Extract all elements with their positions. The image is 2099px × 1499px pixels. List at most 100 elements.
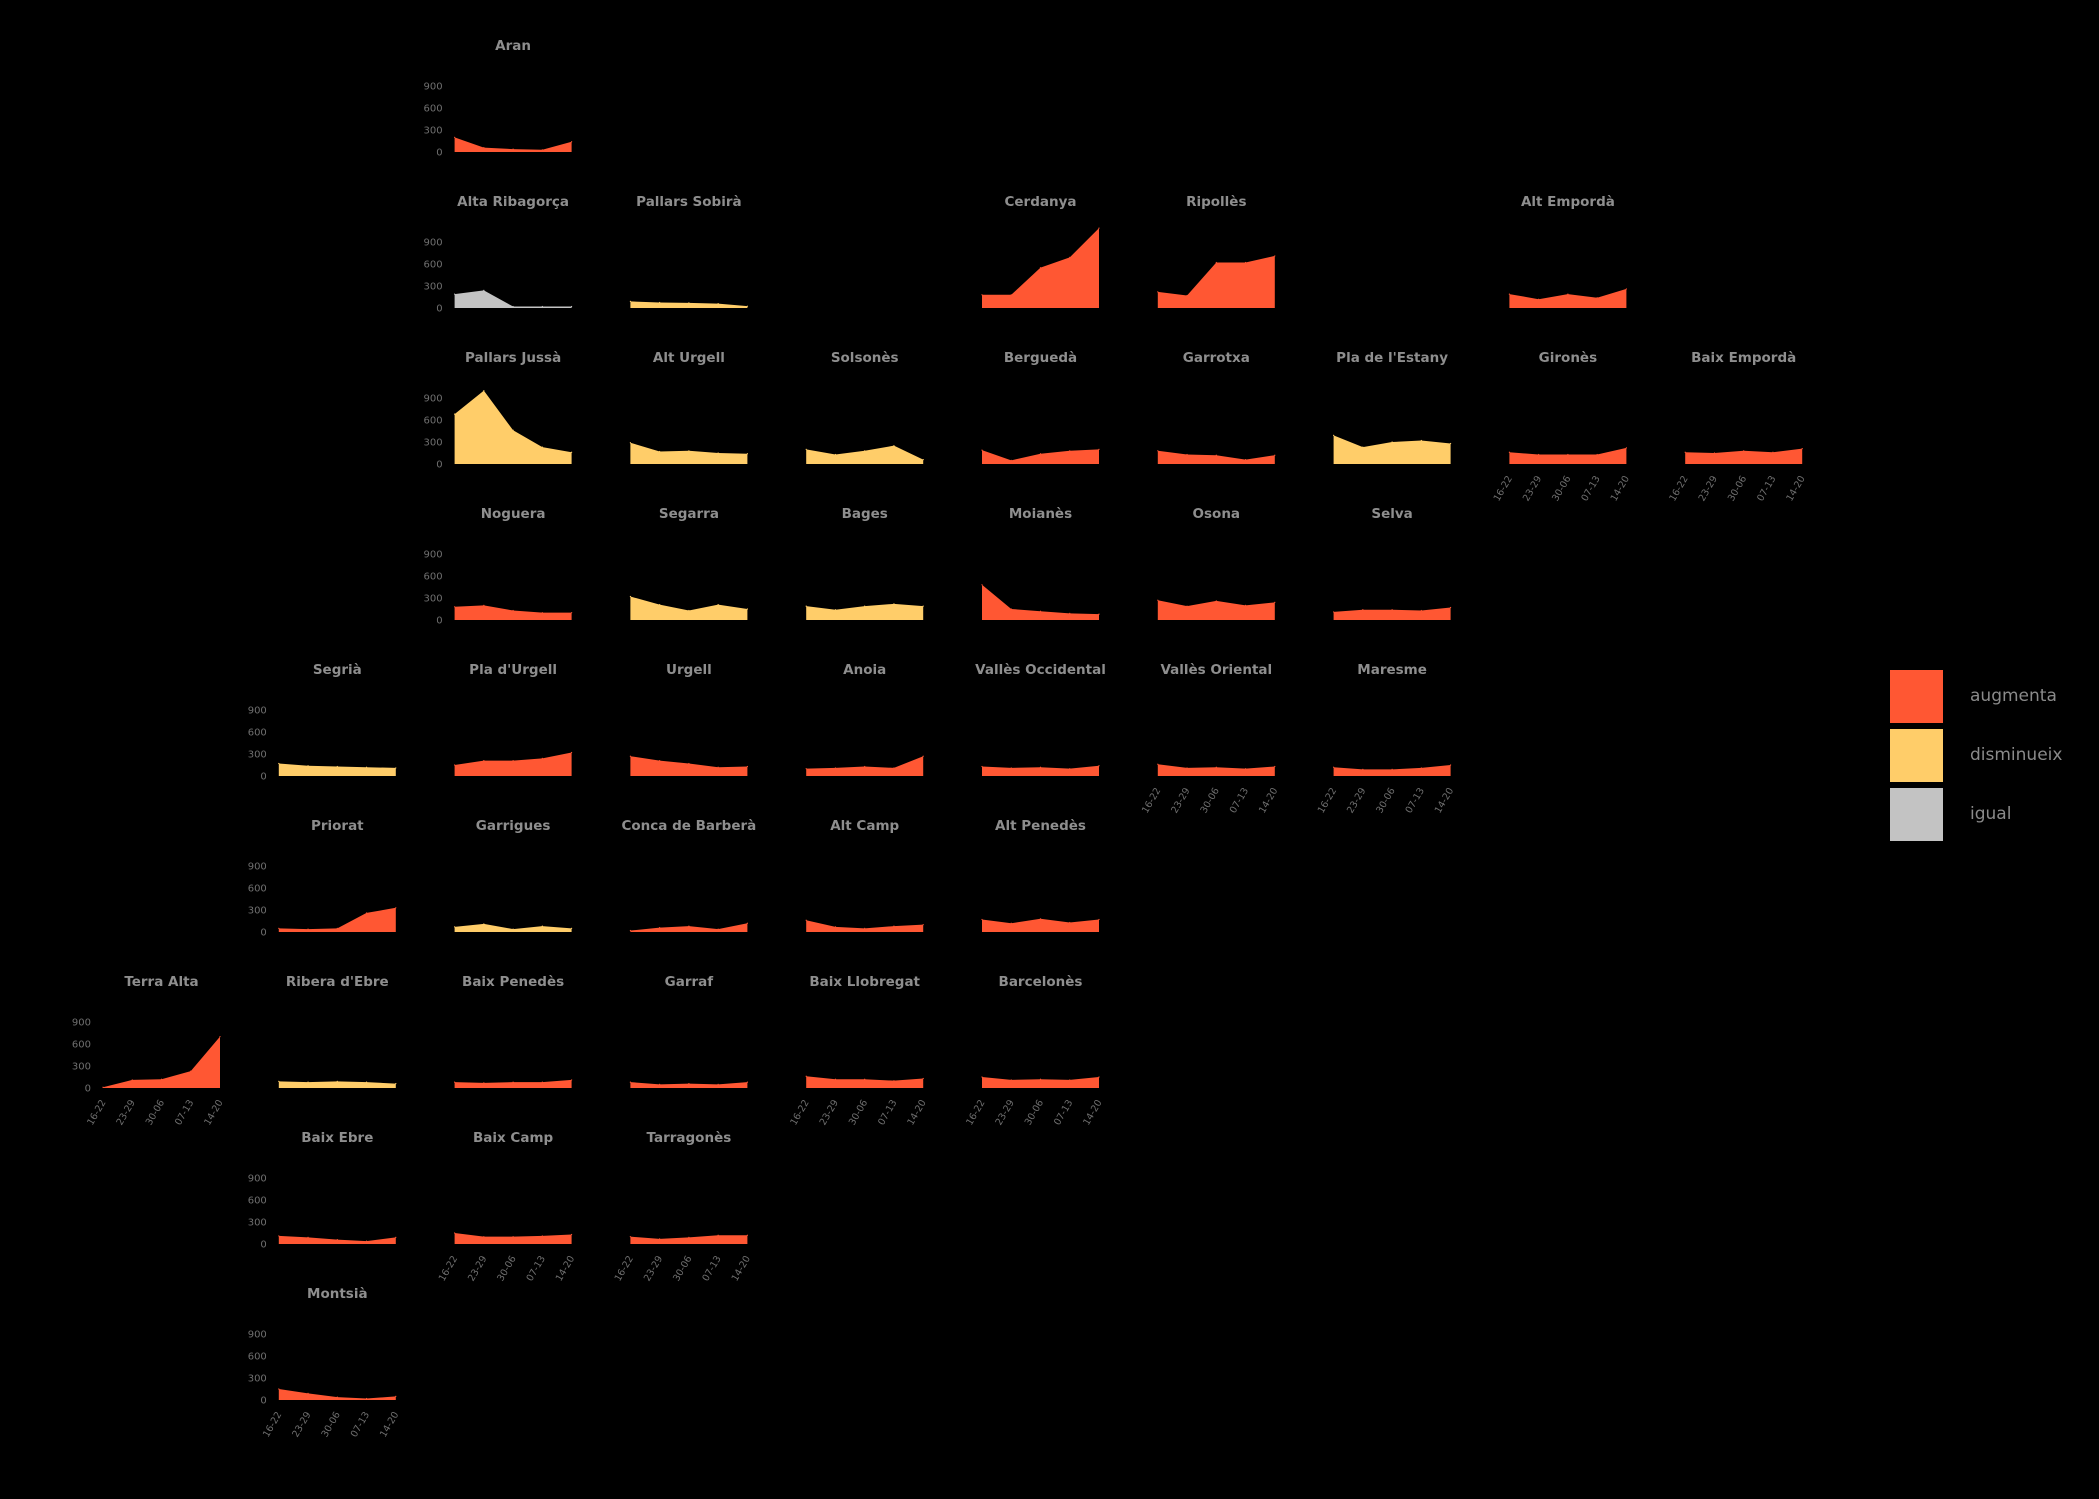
data-point [717,766,719,768]
data-point [922,1077,924,1080]
y-tick-label: 300 [248,1218,267,1229]
panel-title: Pla d'Urgell [469,662,557,678]
area-segarra [630,596,748,620]
panel-selva: Selva [1333,506,1452,620]
data-point [512,609,514,612]
data-point [629,442,632,444]
panel-title: Pla de l'Estany [1336,350,1448,366]
data-point [278,1080,280,1082]
data-point [688,302,690,304]
area-alt-penedes [982,918,1099,932]
y-tick-label: 600 [424,260,443,271]
panel-title: Gironès [1539,350,1597,366]
panel-baix-ebre: Baix Ebre 0 300 600 900 [248,1130,397,1251]
panel-segarra: Segarra [629,506,749,620]
data-point [659,760,661,762]
data-point [864,927,866,929]
legend-swatch-augmenta [1890,670,1943,723]
data-point [307,928,309,930]
y-tick-label: 300 [248,750,267,761]
data-point [307,1081,309,1083]
data-point [717,604,719,606]
x-tick-label: 14-20 [905,1098,928,1127]
panel-title: Ribera d'Ebre [286,974,389,990]
data-point [1039,610,1042,612]
data-point [1391,441,1393,443]
panel-segria: Segrià 0 300 600 900 [248,662,397,783]
data-point [717,1083,719,1085]
data-point [1039,267,1042,269]
data-point [1069,256,1071,258]
data-point [278,762,280,765]
x-tick-label: 07-13 [1579,474,1602,503]
x-tick-label: 30-06 [1374,786,1397,815]
y-tick-label: 0 [260,1240,266,1251]
y-tick-label: 900 [248,706,267,717]
data-point [1098,613,1100,615]
panel-solsones: Solsonès [805,350,924,464]
panel-pla-de-l-estany: Pla de l'Estany [1333,350,1452,464]
area-segria [278,763,396,776]
data-point [893,925,895,927]
data-point [483,923,485,925]
data-point [1039,1078,1042,1080]
data-point [1010,767,1012,769]
data-point [571,305,573,308]
x-tick-label: 30-06 [1023,1098,1046,1127]
data-point [1069,768,1071,770]
panel-title: Vallès Occidental [975,662,1106,678]
data-point [893,1080,895,1082]
data-point [1098,448,1100,450]
area-moianes [982,584,1099,620]
y-tick-label: 0 [260,928,266,939]
x-tick-label: 30-06 [1550,474,1573,503]
legend-label-augmenta: augmenta [1970,686,2057,706]
data-point [1274,454,1276,456]
data-point [629,300,632,302]
panel-title: Alt Empordà [1521,194,1615,210]
data-point [395,907,397,909]
x-tick-label: 23-29 [1521,474,1544,503]
data-point [1069,612,1071,615]
panel-title: Barcelonès [999,974,1083,990]
data-point [278,1388,280,1390]
area-alt-camp [806,920,924,932]
data-point [1538,453,1540,456]
data-point [512,305,514,308]
data-point [1010,922,1012,924]
data-point [688,450,690,452]
data-point [1010,459,1012,461]
y-tick-label: 0 [436,616,442,627]
data-point [365,1397,368,1400]
x-tick-label: 30-06 [144,1098,167,1127]
data-point [512,1081,514,1083]
data-point [1420,609,1422,612]
data-point [864,605,866,607]
panel-title: Solsonès [831,350,899,366]
area-girones [1509,447,1627,464]
x-tick-label: 30-06 [1726,474,1749,503]
data-point [659,604,661,606]
data-point [922,605,924,607]
data-point [512,429,514,431]
data-point [805,605,807,607]
data-point [102,1086,104,1088]
x-tick-label: 30-06 [671,1254,694,1283]
data-point [1069,1079,1071,1081]
data-point [1801,448,1803,450]
panel-title: Selva [1371,506,1412,522]
y-tick-label: 600 [248,884,267,895]
data-point [1215,766,1217,768]
y-tick-label: 600 [248,1196,267,1207]
data-point [336,1396,338,1398]
x-tick-label: 16-22 [437,1254,460,1283]
data-point [1450,442,1452,445]
x-tick-label: 14-20 [1784,474,1807,503]
data-point [746,453,749,455]
data-point [834,1078,837,1080]
data-point [336,765,338,768]
y-tick-label: 300 [424,594,443,605]
data-point [336,1239,338,1241]
data-point [659,450,661,453]
x-tick-label: 07-13 [525,1254,548,1283]
